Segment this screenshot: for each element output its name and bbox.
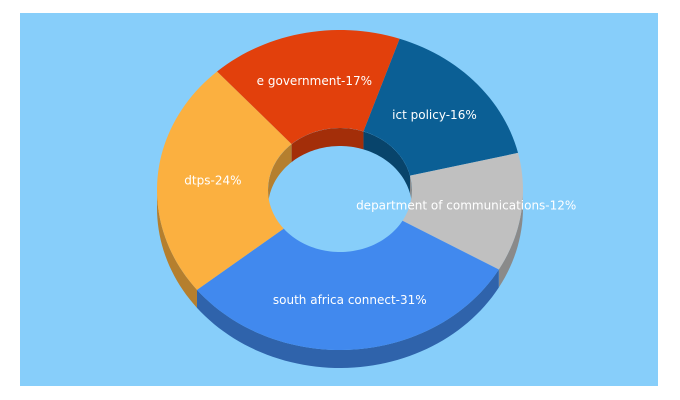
slice — [157, 71, 292, 290]
slice-side — [196, 269, 499, 368]
slice-label: dtps-24% — [184, 174, 241, 188]
slice — [363, 38, 519, 176]
slice — [402, 152, 523, 270]
slice-side — [157, 190, 197, 308]
slice — [217, 30, 400, 145]
slice-side — [498, 190, 523, 288]
slice-label: ict policy-16% — [392, 108, 477, 122]
slice-label: department of communications-12% — [356, 198, 576, 212]
slice-inner-side — [268, 144, 292, 208]
slice-label: e government-17% — [257, 74, 372, 88]
slice-inner-side — [291, 128, 364, 163]
slice-inner-side — [363, 131, 411, 194]
slice-label: south africa connect-31% — [273, 293, 427, 307]
slice — [196, 220, 499, 350]
